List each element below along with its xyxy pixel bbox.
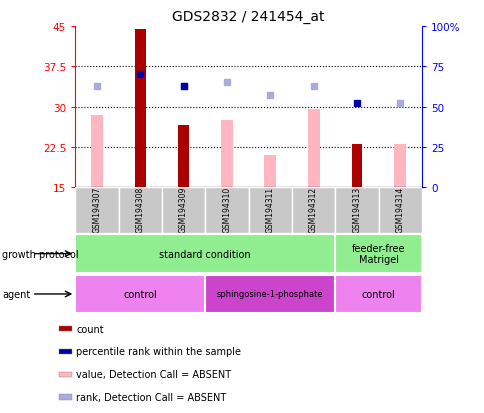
Text: control: control [123, 289, 157, 299]
Bar [59, 394, 72, 400]
Text: count: count [76, 324, 104, 334]
Text: agent: agent [2, 289, 30, 299]
Bar [351, 145, 362, 188]
Text: rank, Detection Call = ABSENT: rank, Detection Call = ABSENT [76, 392, 226, 402]
Bar [334, 275, 421, 313]
Bar [91, 115, 103, 188]
Title: GDS2832 / 241454_at: GDS2832 / 241454_at [172, 10, 324, 24]
Bar [59, 372, 72, 377]
Text: GSM194311: GSM194311 [265, 187, 274, 233]
Text: GSM194310: GSM194310 [222, 187, 231, 233]
Bar [59, 349, 72, 354]
Text: GSM194312: GSM194312 [308, 187, 318, 233]
Text: growth protocol: growth protocol [2, 249, 79, 259]
Bar [264, 156, 276, 188]
Text: control: control [361, 289, 394, 299]
Bar [135, 29, 145, 188]
Bar [59, 326, 72, 332]
Bar [162, 188, 205, 233]
Bar [220, 121, 232, 188]
Text: GSM194313: GSM194313 [352, 187, 361, 233]
Bar [178, 126, 189, 188]
Text: standard condition: standard condition [159, 249, 251, 259]
Bar [393, 145, 406, 188]
Bar [334, 234, 421, 274]
Bar [118, 188, 162, 233]
Bar [378, 188, 421, 233]
Text: percentile rank within the sample: percentile rank within the sample [76, 347, 241, 356]
Bar [75, 275, 205, 313]
Bar [205, 188, 248, 233]
Text: GSM194314: GSM194314 [395, 187, 404, 233]
Bar [334, 188, 378, 233]
Text: feeder-free
Matrigel: feeder-free Matrigel [351, 243, 405, 265]
Bar [75, 188, 118, 233]
Bar [75, 234, 334, 274]
Text: GSM194309: GSM194309 [179, 187, 188, 233]
Text: GSM194308: GSM194308 [136, 187, 144, 233]
Bar [291, 188, 334, 233]
Text: sphingosine-1-phosphate: sphingosine-1-phosphate [216, 290, 323, 299]
Bar [248, 188, 291, 233]
Text: GSM194307: GSM194307 [92, 187, 101, 233]
Bar [205, 275, 334, 313]
Bar [307, 110, 319, 188]
Text: value, Detection Call = ABSENT: value, Detection Call = ABSENT [76, 369, 231, 379]
